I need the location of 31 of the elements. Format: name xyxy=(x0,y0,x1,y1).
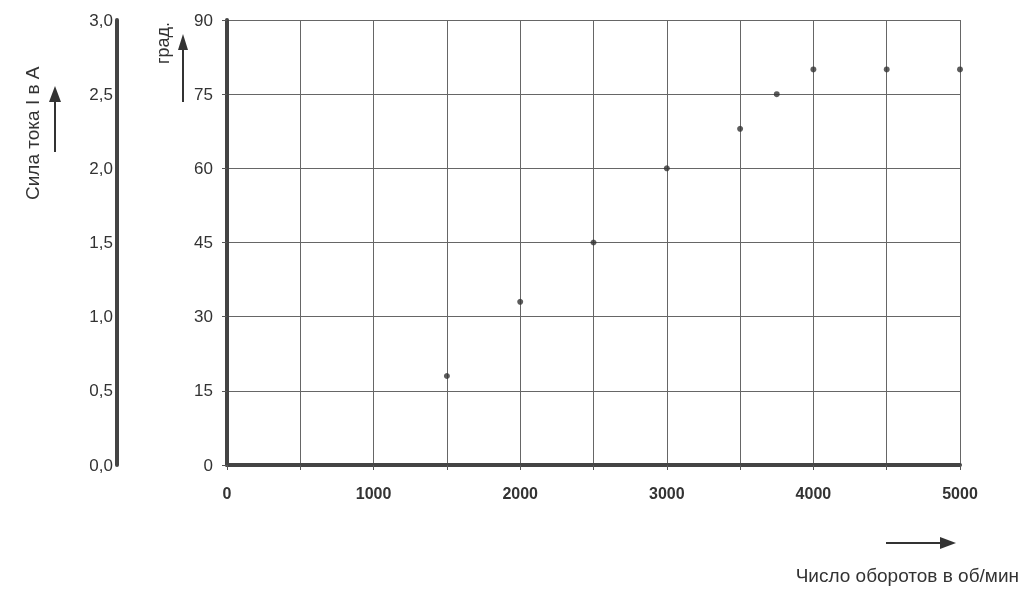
y-tick-label: 90 xyxy=(194,10,213,30)
point xyxy=(590,239,597,246)
y2-tick-label: 2,5 xyxy=(89,84,113,104)
y-axis-title: град. xyxy=(153,22,173,65)
x-tick-label: 2000 xyxy=(502,484,539,502)
y-tick-label: 0 xyxy=(203,455,213,475)
x-tick-label: 3000 xyxy=(649,484,685,502)
point xyxy=(810,66,817,73)
x-tick-label: 1000 xyxy=(355,484,392,502)
point xyxy=(443,373,450,379)
y2-tick-label: 2,0 xyxy=(89,158,113,178)
point xyxy=(737,125,744,132)
y2-tick-label: 0,0 xyxy=(89,455,113,475)
point xyxy=(957,66,963,73)
y2-tick-label: 0,5 xyxy=(89,381,113,401)
x-tick-label: 5000 xyxy=(942,484,978,502)
y2-tick-label: 1,5 xyxy=(89,233,113,252)
y2-tick-label: 1,0 xyxy=(89,307,113,327)
y-tick-label: 75 xyxy=(194,84,213,104)
point xyxy=(517,298,524,305)
x-axis-title: Число оборотов в об/мин xyxy=(795,565,1020,586)
y-tick-label: 45 xyxy=(194,233,213,252)
y-tick-label: 30 xyxy=(194,307,213,327)
x-tick-label: 0 xyxy=(222,484,232,502)
y2-axis-title: Сила тока I в A xyxy=(22,66,43,200)
x-tick-label: 4000 xyxy=(795,484,832,502)
y-tick-label: 15 xyxy=(194,381,213,401)
point xyxy=(663,165,670,172)
y-tick-label: 60 xyxy=(194,158,213,178)
y2-tick-label: 3,0 xyxy=(89,10,113,30)
point xyxy=(773,91,780,98)
